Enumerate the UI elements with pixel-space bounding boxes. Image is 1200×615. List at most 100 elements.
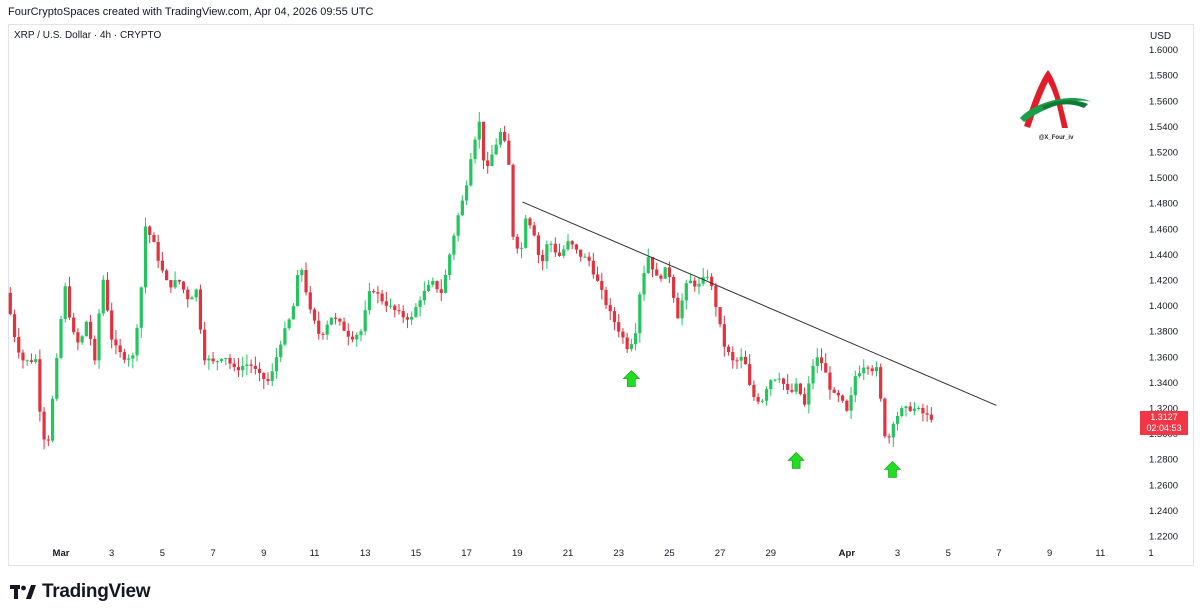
candle-up	[891, 423, 895, 438]
candle-down	[557, 252, 562, 256]
candle-up	[904, 406, 908, 409]
candle-up	[769, 380, 773, 390]
candle-down	[655, 269, 659, 276]
candle-up	[807, 383, 811, 405]
candle-up	[329, 317, 333, 325]
candle-up	[895, 415, 900, 424]
time-tick-label: Apr	[839, 548, 856, 559]
candle-down	[714, 285, 718, 308]
candle-down	[718, 307, 722, 325]
candle-up	[219, 359, 224, 362]
candle-down	[870, 368, 874, 372]
candle-down	[756, 396, 760, 402]
author-watermark: @X_Four_iv	[1012, 62, 1100, 148]
candle-up	[363, 310, 367, 332]
candle-down	[600, 280, 604, 290]
candle-up	[443, 275, 448, 293]
last-price: 1.3127	[1150, 412, 1178, 422]
candle-up	[634, 333, 638, 345]
price-tick-label: 1.4400	[1149, 250, 1178, 261]
candle-up	[460, 200, 464, 216]
candle-down	[262, 372, 266, 380]
price-tick-label: 1.3600	[1149, 352, 1178, 363]
candle-up	[545, 244, 549, 262]
tradingview-logo-icon	[10, 585, 36, 599]
candle-down	[925, 413, 929, 415]
candle-down	[824, 363, 828, 373]
candle-up	[431, 281, 435, 285]
candle-down	[604, 289, 608, 306]
candle-down	[511, 164, 515, 237]
candle-down	[879, 367, 883, 399]
candle-up	[688, 280, 693, 284]
time-tick-label: 7	[996, 548, 1001, 559]
candle-down	[667, 267, 671, 277]
candle-up	[355, 334, 359, 340]
candle-up	[279, 344, 283, 358]
price-tick-label: 1.2400	[1149, 506, 1178, 517]
time-tick-label: 7	[210, 548, 215, 559]
candle-down	[659, 275, 663, 279]
candle-up	[127, 358, 131, 360]
currency-label[interactable]: USD	[1150, 31, 1172, 42]
candle-up	[465, 185, 469, 201]
tradingview-brand[interactable]: TradingView	[10, 580, 151, 604]
price-tick-label: 1.4800	[1149, 199, 1178, 210]
candle-down	[401, 311, 405, 318]
price-tick-label: 1.2200	[1149, 532, 1178, 543]
candle-down	[317, 320, 321, 334]
candle-up	[139, 287, 143, 328]
candle-down	[380, 293, 384, 302]
time-tick-label: 29	[766, 548, 777, 559]
candle-up	[367, 291, 372, 311]
candle-up	[274, 357, 279, 372]
time-axis[interactable]: Mar 3 5 7 9 11 13 15 17 19 21 23 25 27 29 Apr 3 5 7 9 11 1	[53, 548, 1154, 559]
candle-up	[646, 257, 650, 274]
support-arrows	[622, 370, 902, 478]
candle-up	[857, 373, 862, 377]
candle-down	[152, 234, 156, 243]
author-logo-icon	[1020, 70, 1092, 128]
candle-down	[186, 289, 190, 300]
candle-down	[608, 305, 612, 312]
candle-down	[887, 436, 891, 438]
candle-down	[515, 236, 519, 249]
candle-down	[122, 352, 126, 360]
candle-down	[308, 292, 312, 310]
price-axis[interactable]: 1.22001.24001.26001.28001.30001.32001.34…	[1149, 45, 1178, 542]
candle-down	[346, 330, 350, 337]
candle-down	[211, 358, 215, 362]
time-tick-label: 27	[715, 548, 726, 559]
candle-up	[59, 318, 63, 358]
candle-up	[101, 279, 105, 314]
candle-down	[532, 225, 536, 236]
candle-down	[439, 289, 443, 293]
trendline[interactable]	[522, 201, 997, 406]
candle-down	[181, 281, 186, 290]
candle-up	[194, 289, 198, 298]
candle-down	[570, 241, 574, 245]
candle-down	[845, 400, 849, 411]
last-price-tag: 1.3127 02:04:53	[1140, 411, 1188, 435]
candle-up	[701, 277, 705, 284]
candle-down	[312, 309, 317, 321]
candle-down	[828, 372, 832, 390]
candle-down	[752, 384, 756, 397]
candle-up	[490, 154, 494, 167]
candle-up	[55, 357, 59, 399]
candle-down	[376, 292, 380, 294]
symbol-title[interactable]: XRP / U.S. Dollar · 4h · CRYPTO	[14, 30, 162, 41]
candle-down	[38, 359, 42, 412]
candle-up	[410, 316, 414, 320]
price-tick-label: 1.5600	[1149, 96, 1178, 107]
candle-down	[693, 280, 697, 287]
candle-up	[34, 359, 38, 363]
candle-up	[414, 307, 418, 317]
candle-up	[456, 215, 460, 236]
candle-up	[287, 319, 291, 329]
candle-up	[642, 273, 646, 295]
candle-down	[321, 333, 325, 335]
candle-up	[359, 331, 363, 335]
candle-up	[815, 357, 819, 366]
candle-down	[798, 383, 802, 395]
